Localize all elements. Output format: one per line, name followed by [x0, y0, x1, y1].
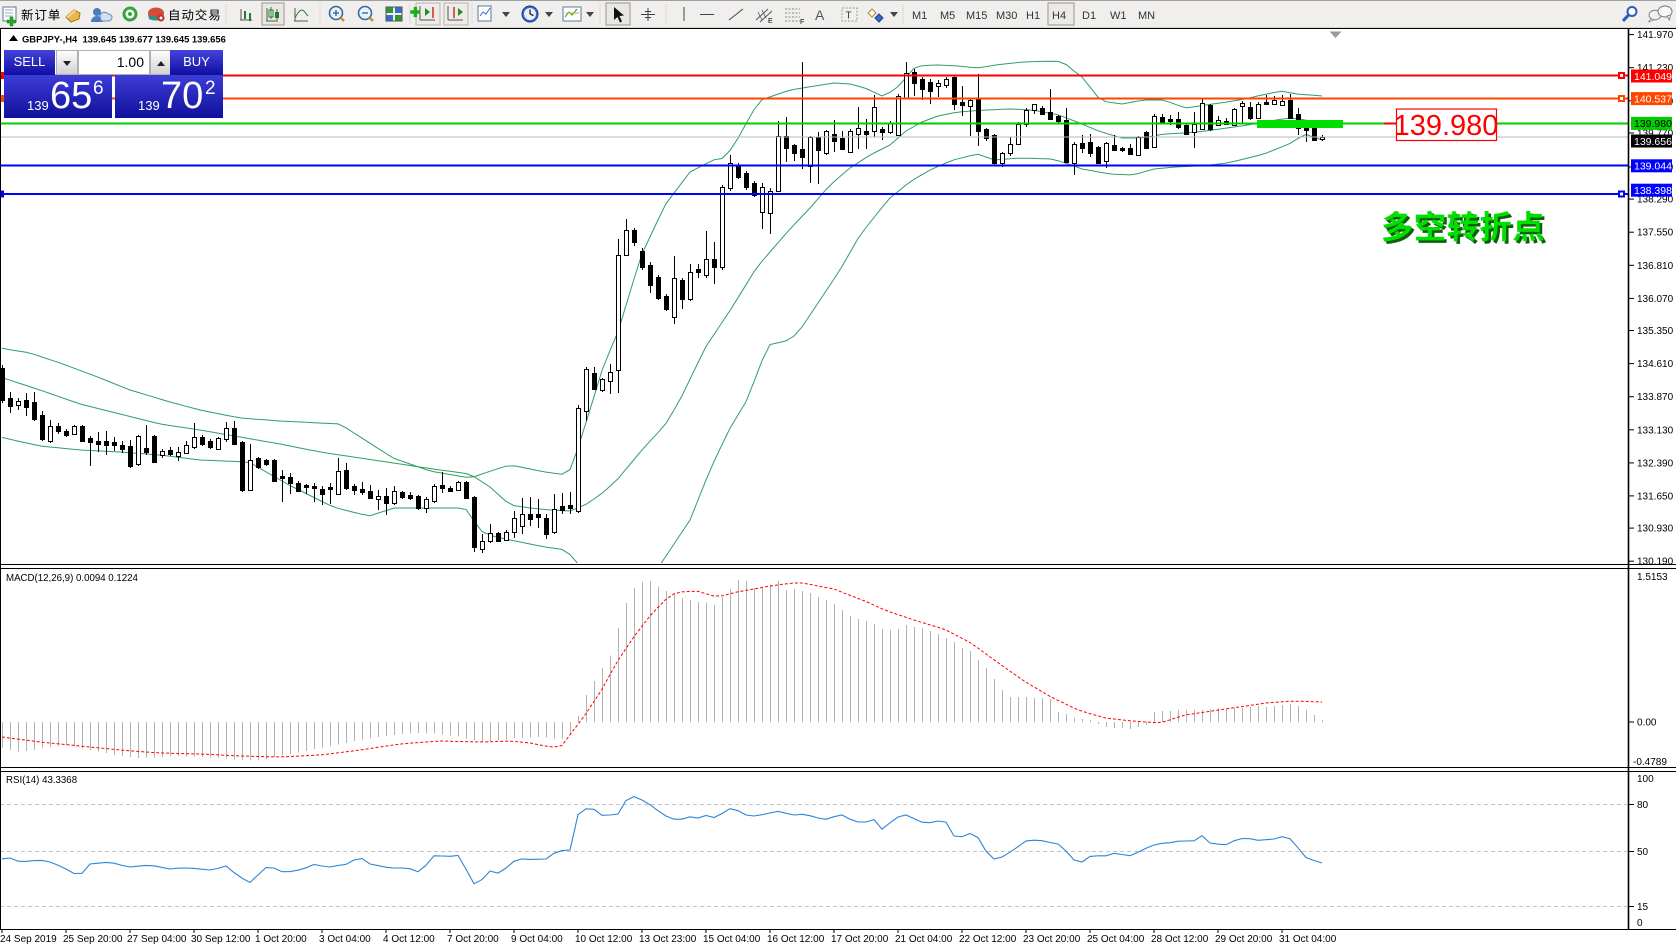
svg-text:21 Oct 04:00: 21 Oct 04:00	[895, 934, 953, 945]
svg-text:135.350: 135.350	[1637, 326, 1674, 337]
svg-text:141.230: 141.230	[1637, 63, 1674, 74]
svg-text:3 Oct 04:00: 3 Oct 04:00	[319, 934, 371, 945]
svg-text:4 Oct 12:00: 4 Oct 12:00	[383, 934, 435, 945]
svg-text:GBPJPY-,H4 139.645 139.677 13: GBPJPY-,H4 139.645 139.677 139.645 139.6…	[22, 34, 226, 45]
svg-text:140.537: 140.537	[1634, 93, 1672, 105]
svg-text:1.5153: 1.5153	[1637, 572, 1668, 583]
svg-text:28 Oct 12:00: 28 Oct 12:00	[1151, 934, 1209, 945]
svg-text:E: E	[768, 18, 773, 25]
svg-text:137.550: 137.550	[1637, 228, 1674, 239]
svg-text:136.070: 136.070	[1637, 294, 1674, 305]
svg-text:130.930: 130.930	[1637, 524, 1674, 535]
svg-text:MACD(12,26,9) 0.0094 0.1224: MACD(12,26,9) 0.0094 0.1224	[6, 573, 139, 584]
svg-text:17 Oct 20:00: 17 Oct 20:00	[831, 934, 889, 945]
svg-text:31 Oct 04:00: 31 Oct 04:00	[1279, 934, 1337, 945]
svg-text:25 Sep 20:00: 25 Sep 20:00	[63, 934, 123, 945]
svg-text:-0.4789: -0.4789	[1633, 757, 1667, 768]
svg-text:23 Oct 20:00: 23 Oct 20:00	[1023, 934, 1081, 945]
svg-text:D1: D1	[1082, 10, 1096, 22]
svg-text:24 Sep 2019: 24 Sep 2019	[0, 934, 57, 945]
svg-text:22 Oct 12:00: 22 Oct 12:00	[959, 934, 1017, 945]
svg-text:29 Oct 20:00: 29 Oct 20:00	[1215, 934, 1273, 945]
svg-text:80: 80	[1637, 800, 1649, 811]
svg-text:139.044: 139.044	[1634, 161, 1672, 173]
svg-text:RSI(14) 43.3368: RSI(14) 43.3368	[6, 775, 77, 786]
svg-text:W1: W1	[1110, 10, 1127, 22]
svg-text:131.650: 131.650	[1637, 491, 1674, 502]
svg-text:15: 15	[1637, 902, 1649, 913]
svg-text:133.130: 133.130	[1637, 425, 1674, 436]
svg-text:100: 100	[1637, 774, 1654, 785]
svg-text:134.610: 134.610	[1637, 359, 1674, 370]
svg-text:MN: MN	[1138, 10, 1155, 22]
svg-text:130.190: 130.190	[1637, 557, 1674, 568]
svg-text:H4: H4	[1052, 10, 1066, 22]
svg-text:F: F	[800, 19, 804, 26]
svg-text:M30: M30	[996, 10, 1017, 22]
svg-text:141.049: 141.049	[1634, 71, 1672, 83]
svg-text:139.980: 139.980	[1394, 110, 1499, 142]
svg-text:138.398: 138.398	[1634, 185, 1672, 197]
svg-text:10 Oct 12:00: 10 Oct 12:00	[575, 934, 633, 945]
svg-text:141.970: 141.970	[1637, 30, 1674, 41]
svg-text:M1: M1	[912, 10, 927, 22]
svg-text:138.290: 138.290	[1637, 195, 1674, 206]
svg-text:136.810: 136.810	[1637, 261, 1674, 272]
svg-text:9 Oct 04:00: 9 Oct 04:00	[511, 934, 563, 945]
svg-text:25 Oct 04:00: 25 Oct 04:00	[1087, 934, 1145, 945]
svg-text:139.980: 139.980	[1634, 118, 1672, 130]
svg-text:H1: H1	[1026, 10, 1040, 22]
svg-text:139.770: 139.770	[1637, 129, 1674, 140]
svg-text:M15: M15	[966, 10, 987, 22]
svg-text:13 Oct 23:00: 13 Oct 23:00	[639, 934, 697, 945]
svg-text:M5: M5	[940, 10, 955, 22]
svg-text:132.390: 132.390	[1637, 458, 1674, 469]
svg-text:0: 0	[1637, 918, 1643, 929]
svg-text:50: 50	[1637, 847, 1649, 858]
svg-text:139.656: 139.656	[1634, 136, 1672, 148]
svg-text:15 Oct 04:00: 15 Oct 04:00	[703, 934, 761, 945]
svg-text:7 Oct 20:00: 7 Oct 20:00	[447, 934, 499, 945]
svg-text:T: T	[846, 11, 852, 22]
svg-text:30 Sep 12:00: 30 Sep 12:00	[191, 934, 251, 945]
svg-text:1 Oct 20:00: 1 Oct 20:00	[255, 934, 307, 945]
svg-text:16 Oct 12:00: 16 Oct 12:00	[767, 934, 825, 945]
svg-text:27 Sep 04:00: 27 Sep 04:00	[127, 934, 187, 945]
svg-text:0.00: 0.00	[1637, 718, 1657, 729]
svg-text:133.870: 133.870	[1637, 392, 1674, 403]
svg-text:A: A	[815, 7, 825, 23]
